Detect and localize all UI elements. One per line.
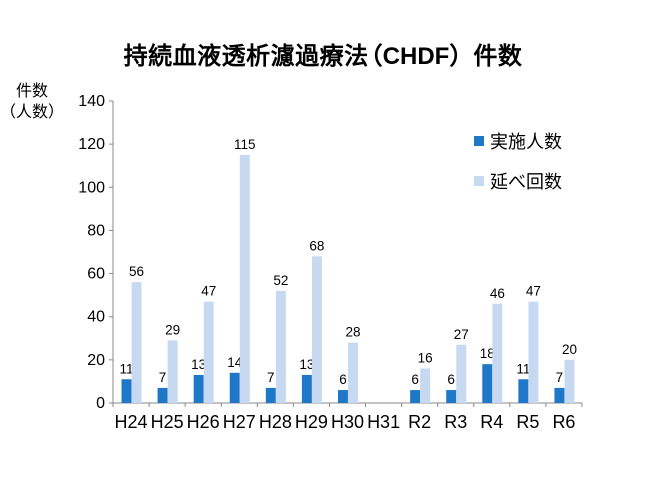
svg-text:27: 27 xyxy=(454,327,469,342)
svg-text:56: 56 xyxy=(129,264,144,279)
svg-text:0: 0 xyxy=(96,395,105,412)
svg-text:11: 11 xyxy=(119,361,133,376)
svg-text:60: 60 xyxy=(87,266,105,283)
svg-text:28: 28 xyxy=(346,325,361,340)
svg-text:47: 47 xyxy=(201,284,216,299)
svg-text:H25: H25 xyxy=(151,412,184,432)
svg-text:20: 20 xyxy=(87,352,105,369)
svg-text:H29: H29 xyxy=(295,412,328,432)
svg-text:46: 46 xyxy=(490,286,505,301)
svg-text:R3: R3 xyxy=(444,412,467,432)
svg-text:6: 6 xyxy=(339,372,347,387)
svg-text:R6: R6 xyxy=(552,412,575,432)
svg-text:115: 115 xyxy=(234,137,256,152)
svg-text:29: 29 xyxy=(165,322,180,337)
svg-text:20: 20 xyxy=(562,342,577,357)
svg-text:R2: R2 xyxy=(408,412,431,432)
svg-text:7: 7 xyxy=(267,370,275,385)
svg-text:40: 40 xyxy=(87,309,105,326)
svg-text:100: 100 xyxy=(78,179,105,196)
svg-text:H31: H31 xyxy=(367,412,400,432)
svg-text:52: 52 xyxy=(273,273,288,288)
svg-text:H24: H24 xyxy=(115,412,148,432)
svg-text:H30: H30 xyxy=(331,412,364,432)
svg-text:47: 47 xyxy=(526,284,541,299)
svg-text:R5: R5 xyxy=(516,412,539,432)
svg-text:11: 11 xyxy=(516,361,530,376)
svg-text:6: 6 xyxy=(411,372,419,387)
svg-text:H28: H28 xyxy=(259,412,292,432)
svg-text:R4: R4 xyxy=(480,412,503,432)
svg-text:16: 16 xyxy=(418,350,433,365)
svg-text:H27: H27 xyxy=(223,412,256,432)
svg-text:H26: H26 xyxy=(187,412,220,432)
svg-text:80: 80 xyxy=(87,222,105,239)
svg-text:7: 7 xyxy=(556,370,564,385)
svg-text:140: 140 xyxy=(78,93,105,110)
svg-text:120: 120 xyxy=(78,136,105,153)
svg-text:68: 68 xyxy=(309,238,324,253)
svg-text:6: 6 xyxy=(447,372,455,387)
svg-text:7: 7 xyxy=(159,370,167,385)
